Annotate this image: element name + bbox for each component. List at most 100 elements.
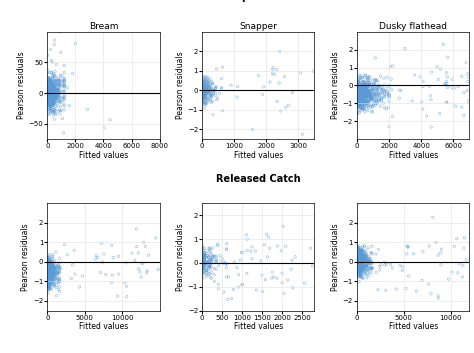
Point xyxy=(46,92,54,98)
Point xyxy=(45,95,52,100)
Point xyxy=(212,257,220,263)
Point xyxy=(354,92,362,98)
Point xyxy=(47,263,55,268)
Point xyxy=(45,265,52,271)
Point xyxy=(45,95,53,101)
Point xyxy=(356,256,364,261)
Point xyxy=(46,86,53,92)
Point xyxy=(365,91,373,96)
Point xyxy=(367,264,374,270)
Point xyxy=(356,259,363,265)
Point xyxy=(49,91,56,97)
Point xyxy=(363,262,371,267)
Point xyxy=(357,97,365,103)
Point xyxy=(257,258,264,264)
Point xyxy=(356,262,363,268)
Point xyxy=(44,266,52,272)
Point xyxy=(280,291,288,296)
Point xyxy=(361,86,369,91)
Point xyxy=(47,275,55,281)
Point xyxy=(44,92,51,97)
Point xyxy=(356,259,364,265)
Point xyxy=(209,253,217,259)
Point xyxy=(45,76,53,81)
Point xyxy=(44,82,51,87)
Point xyxy=(220,289,228,295)
Point xyxy=(44,280,52,285)
Point xyxy=(46,258,54,264)
Point xyxy=(356,98,364,104)
Point xyxy=(385,99,393,104)
Point xyxy=(207,86,214,92)
Point xyxy=(46,270,54,276)
Point xyxy=(48,259,56,265)
Point xyxy=(45,264,53,270)
Point xyxy=(49,91,56,97)
Point xyxy=(46,261,54,266)
Point xyxy=(48,94,55,100)
Point xyxy=(47,275,55,280)
Point xyxy=(45,281,52,286)
Point xyxy=(61,79,68,84)
Point xyxy=(49,105,57,111)
Point xyxy=(356,264,364,270)
Point xyxy=(361,257,368,262)
Point xyxy=(354,268,362,273)
Point xyxy=(46,95,54,100)
Point xyxy=(51,272,58,278)
Point xyxy=(360,99,367,104)
Point xyxy=(354,270,361,276)
Point xyxy=(115,253,122,259)
Point xyxy=(45,262,52,268)
Point xyxy=(45,271,53,277)
Point xyxy=(362,91,369,97)
Point xyxy=(51,98,59,103)
Point xyxy=(354,250,362,256)
Point xyxy=(363,255,370,260)
Point xyxy=(48,262,55,268)
Point xyxy=(354,247,362,252)
Point xyxy=(356,269,364,275)
Point xyxy=(364,268,371,273)
Point xyxy=(205,255,212,261)
Point xyxy=(288,258,296,263)
Point xyxy=(48,78,55,84)
Point xyxy=(44,86,52,92)
Point xyxy=(369,87,377,92)
Point xyxy=(353,82,361,87)
Point xyxy=(61,82,68,88)
Point xyxy=(47,267,55,273)
Point xyxy=(443,81,450,86)
Point xyxy=(44,270,51,275)
Point xyxy=(45,97,52,103)
Point xyxy=(204,83,211,89)
Point xyxy=(360,82,368,88)
Point xyxy=(45,88,52,93)
Point xyxy=(50,98,57,104)
Point xyxy=(46,278,54,283)
Point xyxy=(462,257,470,263)
Point xyxy=(355,268,362,273)
Point xyxy=(387,262,394,268)
Point xyxy=(365,266,373,272)
Point xyxy=(45,85,53,91)
Point xyxy=(355,255,362,261)
Point xyxy=(44,93,52,99)
Point xyxy=(47,96,55,102)
Point xyxy=(55,262,62,268)
Point xyxy=(44,80,52,86)
Point xyxy=(199,256,207,262)
Point xyxy=(201,254,209,259)
Point xyxy=(206,90,213,96)
Point xyxy=(50,98,58,104)
Point xyxy=(357,259,365,265)
Point xyxy=(354,266,361,271)
Point xyxy=(355,98,363,104)
Point xyxy=(441,81,448,87)
Point xyxy=(210,272,218,278)
Point xyxy=(59,89,67,95)
Point xyxy=(48,279,56,284)
Point xyxy=(45,269,53,275)
Point xyxy=(202,74,210,80)
Point xyxy=(201,261,209,267)
